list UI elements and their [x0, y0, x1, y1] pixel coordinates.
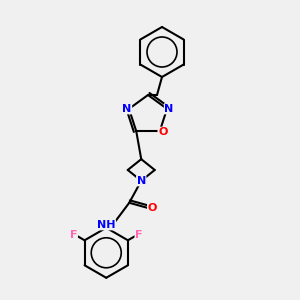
Text: N: N: [164, 104, 174, 114]
Text: NH: NH: [97, 220, 116, 230]
Text: O: O: [158, 127, 167, 137]
Text: N: N: [136, 176, 146, 186]
Text: O: O: [148, 203, 157, 213]
Text: F: F: [135, 230, 142, 240]
Text: F: F: [70, 230, 77, 240]
Text: N: N: [122, 104, 132, 114]
